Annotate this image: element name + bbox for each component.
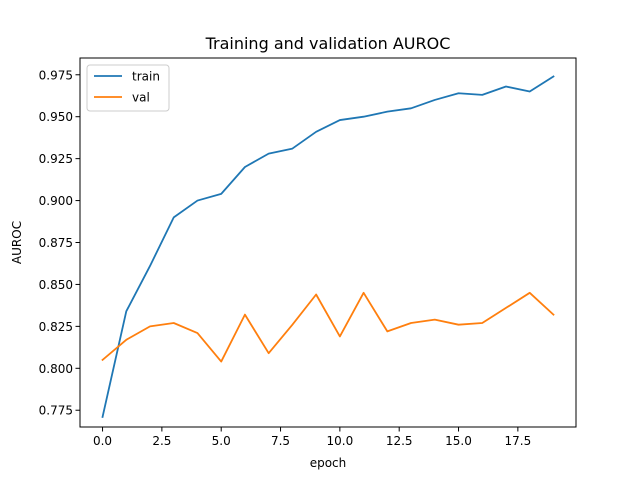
legend-label-val: val <box>132 91 150 105</box>
y-tick-label: 0.900 <box>39 194 73 208</box>
y-tick-label: 0.800 <box>39 362 73 376</box>
series-layer <box>101 75 555 419</box>
y-axis-label: AUROC <box>10 221 24 264</box>
y-tick-label: 0.850 <box>39 278 73 292</box>
legend-label-train: train <box>132 70 160 84</box>
y-tick-label: 0.875 <box>39 236 73 250</box>
series-line-val <box>101 291 555 363</box>
y-tick-label: 0.925 <box>39 152 73 166</box>
x-tick-label: 2.5 <box>152 434 171 448</box>
x-tick-label: 7.5 <box>271 434 290 448</box>
x-tick-label: 12.5 <box>386 434 413 448</box>
legend: train val <box>86 64 170 112</box>
y-tick-label: 0.825 <box>39 320 73 334</box>
y-tick-label: 0.975 <box>39 68 73 82</box>
x-tick-label: 17.5 <box>504 434 531 448</box>
ticks-layer: 0.0 2.5 5.0 7.5 10.0 12.5 15.0 17.5 0.775 0.800 0.… <box>39 68 532 448</box>
x-tick-label: 5.0 <box>212 434 231 448</box>
chart-title: Training and validation AUROC <box>205 34 451 53</box>
x-tick-label: 0.0 <box>93 434 112 448</box>
x-tick-label: 10.0 <box>327 434 354 448</box>
plot-frame <box>79 57 577 428</box>
series-line-train <box>101 75 555 419</box>
x-axis-label: epoch <box>310 456 347 470</box>
x-tick-label: 15.0 <box>445 434 472 448</box>
y-tick-label: 0.775 <box>39 404 73 418</box>
y-tick-label: 0.950 <box>39 110 73 124</box>
